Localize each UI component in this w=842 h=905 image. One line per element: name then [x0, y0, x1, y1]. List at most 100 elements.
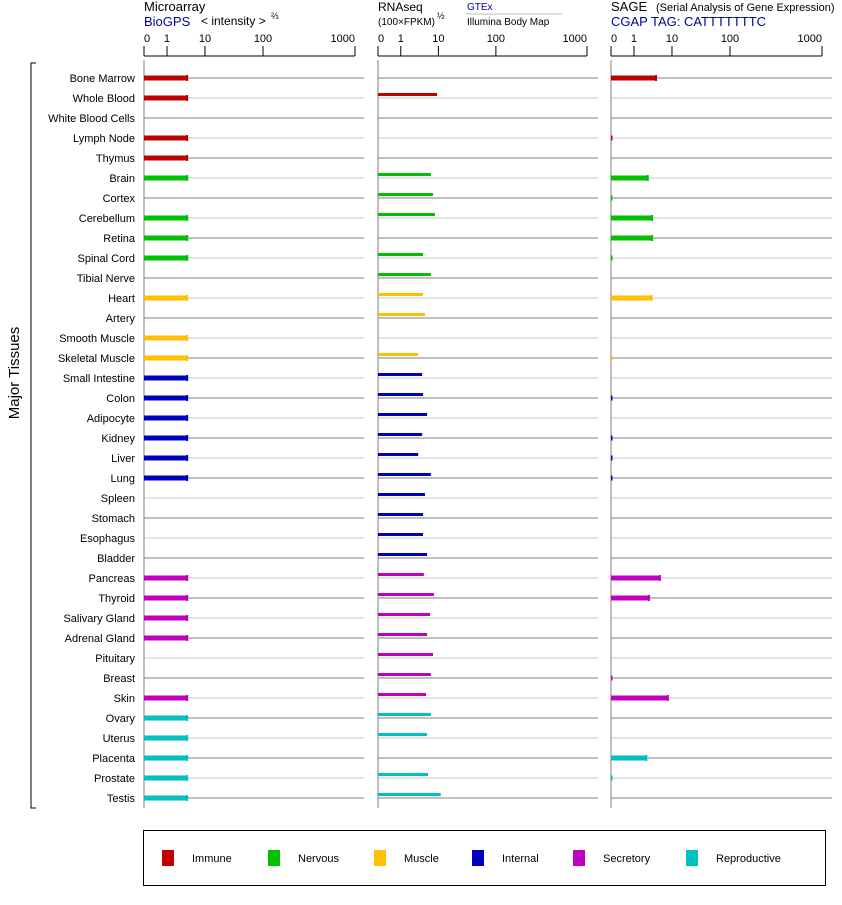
legend-label: Nervous [298, 853, 339, 865]
bar [611, 475, 613, 481]
bar [611, 195, 613, 201]
bar [378, 593, 434, 596]
tissue-label: Pancreas [89, 573, 136, 585]
x-tick-label: 1000 [798, 33, 822, 45]
panel-source: CGAP TAG: CATTTTTTTC [611, 14, 766, 29]
legend-label: Immune [192, 853, 232, 865]
x-tick-label: 100 [721, 33, 739, 45]
tissue-label: Prostate [94, 773, 135, 785]
legend-swatch [472, 850, 484, 866]
bar [611, 355, 613, 361]
panel-unit: (100×FPKM) [378, 17, 435, 28]
tissue-label: Esophagus [80, 533, 136, 545]
bar [378, 493, 425, 496]
tissue-label: White Blood Cells [48, 113, 135, 125]
bar-cap [186, 355, 189, 361]
bar [378, 793, 441, 796]
legend-swatch [268, 850, 280, 866]
bar [378, 213, 435, 216]
tissue-label: Artery [106, 313, 136, 325]
bar-cap [186, 435, 189, 441]
bar [611, 135, 613, 141]
bar-cap [186, 735, 189, 741]
bar [378, 473, 431, 476]
x-tick-label: 10 [666, 33, 678, 45]
group-label: Major Tissues [6, 327, 23, 420]
tissue-label: Thyroid [98, 593, 135, 605]
panel-source-illumina: Illumina Body Map [467, 17, 550, 28]
legend-box [143, 830, 826, 886]
panel-title: SAGE [611, 0, 647, 14]
tissue-label: Placenta [92, 753, 136, 765]
panel-source: BioGPS [144, 14, 191, 29]
x-tick-label: 0 [144, 33, 150, 45]
bar-cap [186, 235, 189, 241]
tissue-label: Skin [114, 693, 135, 705]
tissue-label: Skeletal Muscle [58, 353, 135, 365]
tissue-label: Breast [103, 673, 135, 685]
bar [378, 193, 434, 196]
tissue-label: Lymph Node [73, 133, 135, 145]
bar [378, 273, 431, 276]
bar [378, 253, 424, 256]
bar-cap [645, 755, 648, 761]
bar [144, 395, 188, 401]
bar-cap [658, 575, 661, 581]
bar-cap [186, 635, 189, 641]
bar-cap [651, 215, 654, 221]
tissue-label: Spleen [101, 493, 135, 505]
tissue-label: Cerebellum [79, 213, 135, 225]
tissue-label: Adipocyte [87, 413, 135, 425]
bar [378, 693, 427, 696]
x-tick-label: 1 [398, 33, 404, 45]
x-tick-label: 1 [164, 33, 170, 45]
bar-cap [666, 695, 669, 701]
bar [144, 415, 188, 421]
bar [378, 613, 431, 616]
bar-cap [186, 95, 189, 101]
tissue-label: Thymus [96, 153, 136, 165]
bar [378, 393, 424, 396]
legend-swatch [573, 850, 585, 866]
bar-cap [186, 75, 189, 81]
bar [144, 155, 188, 161]
bar [611, 235, 653, 241]
bar [611, 255, 613, 261]
tissue-label: Kidney [101, 433, 135, 445]
x-tick-label: 10 [432, 33, 444, 45]
bar [611, 595, 650, 601]
tissue-label: Liver [111, 453, 135, 465]
bar-cap [648, 595, 651, 601]
bar-cap [651, 235, 654, 241]
bar [144, 95, 188, 101]
bar [378, 453, 419, 456]
bar-cap [655, 75, 658, 81]
bar [144, 295, 188, 301]
bar [378, 673, 431, 676]
bar [378, 293, 424, 296]
bar [144, 235, 188, 241]
bar [378, 513, 424, 516]
tissue-label: Retina [103, 233, 136, 245]
tissue-label: Uterus [103, 733, 136, 745]
legend-swatch [162, 850, 174, 866]
bar [378, 573, 424, 576]
x-tick-label: 10 [199, 33, 211, 45]
panel-title: Microarray [144, 0, 206, 14]
bar [378, 413, 428, 416]
bar [378, 173, 431, 176]
bar [144, 375, 188, 381]
bar [611, 695, 668, 701]
x-tick-label: 100 [254, 33, 272, 45]
bar-cap [186, 155, 189, 161]
bar [378, 653, 434, 656]
bar [378, 533, 424, 536]
bar [144, 595, 188, 601]
tissue-label: Bone Marrow [70, 73, 135, 85]
bar [144, 475, 188, 481]
tissue-label: Testis [107, 793, 136, 805]
bar [611, 175, 648, 181]
x-tick-label: 1000 [331, 33, 355, 45]
legend-label: Reproductive [716, 853, 781, 865]
